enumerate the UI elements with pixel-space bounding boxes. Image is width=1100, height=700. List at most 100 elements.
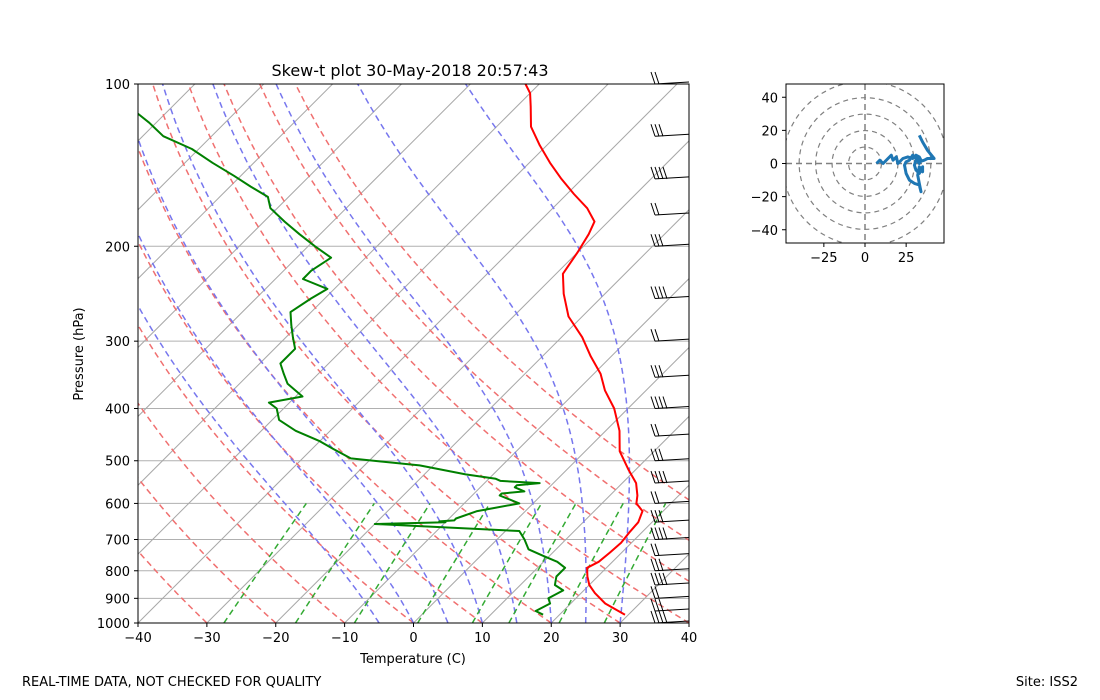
- wind-barb-flag: [654, 423, 660, 437]
- wind-barb-flag: [654, 71, 660, 85]
- x-tick-label: −30: [193, 631, 220, 646]
- x-tick-label: 30: [612, 631, 629, 646]
- wind-barb: [650, 202, 690, 216]
- isotherm-line: [344, 277, 689, 623]
- wind-barb-flag: [662, 610, 668, 624]
- wind-barb-staff: [654, 582, 690, 586]
- isotherm-line: [138, 84, 471, 418]
- wind-barb: [650, 71, 690, 85]
- wind-barb-flag: [650, 572, 656, 586]
- hodograph-y-tick-label: −40: [751, 224, 778, 239]
- dry-adiabat-line: [223, 84, 689, 583]
- wind-barb-flag: [654, 234, 660, 247]
- wind-barb-flag: [654, 598, 660, 612]
- wind-barb-staff: [654, 133, 690, 137]
- wind-barb: [650, 491, 690, 504]
- y-tick-label: 300: [105, 335, 130, 350]
- hodograph-plot-area: −25 0 25 40 20 0 −20 −40: [751, 83, 945, 266]
- wind-barb: [650, 527, 690, 541]
- wind-barb-flag: [650, 396, 656, 409]
- moist-adiabat-line: [464, 84, 631, 623]
- isotherm-line: [138, 84, 196, 142]
- y-tick-label: 900: [105, 592, 130, 607]
- y-tick-label: 600: [105, 497, 130, 512]
- range-ring: [798, 97, 932, 230]
- dry-adiabat-line: [151, 84, 621, 623]
- isotherm-line: [482, 415, 689, 623]
- wind-barb-staff: [654, 608, 690, 612]
- hodograph-x-tick-label: 25: [898, 251, 915, 266]
- wind-barb-staff: [654, 374, 690, 378]
- dry-adiabat-line: [138, 239, 483, 623]
- wind-barb-flag: [650, 470, 656, 484]
- wind-barb-staff: [654, 553, 690, 557]
- dry-adiabat-line: [138, 549, 208, 623]
- wind-barb-staff: [654, 176, 690, 180]
- wind-barb-flag: [658, 286, 664, 299]
- wind-barb-flag: [658, 124, 664, 137]
- site-label: Site: ISS2: [1016, 675, 1078, 690]
- hodograph-y-tick-label: 20: [761, 124, 778, 139]
- wind-barb: [650, 470, 690, 484]
- dry-adiabat-line: [294, 84, 689, 501]
- quality-disclaimer: REAL-TIME DATA, NOT CHECKED FOR QUALITY: [22, 675, 321, 690]
- wind-barb-staff: [654, 519, 690, 523]
- hodograph-x-tick-label: 0: [861, 251, 869, 266]
- hodograph-y-tick-label: −20: [751, 191, 778, 206]
- isotherm-line: [550, 484, 689, 623]
- dry-adiabat-line: [138, 401, 346, 623]
- x-tick-label: −20: [262, 631, 289, 646]
- wind-barb-flag: [650, 166, 656, 180]
- isotherm-line: [413, 346, 689, 623]
- wind-barb-flag: [662, 527, 668, 540]
- wind-barb-flag: [662, 166, 668, 180]
- skewt-series: [138, 84, 644, 616]
- x-axis-label: Temperature (C): [359, 652, 466, 667]
- wind-barb-flag: [654, 586, 660, 599]
- wind-barbs: [650, 71, 690, 624]
- wind-barb: [650, 572, 690, 586]
- wind-barb-staff: [654, 406, 690, 410]
- wind-barb-flag: [650, 610, 656, 624]
- wind-barb-flag: [658, 558, 664, 571]
- isotherm-line: [138, 84, 402, 349]
- isotherm-line: [138, 84, 678, 623]
- isotherm-line: [138, 84, 540, 486]
- wind-barb-flag: [662, 572, 668, 586]
- wind-barb-flag: [650, 124, 656, 137]
- y-axis-label: Pressure (hPa): [72, 307, 87, 400]
- mixing-ratio-line: [353, 502, 431, 623]
- wind-barb-flag: [658, 396, 664, 409]
- wind-barb-flag: [654, 510, 660, 523]
- y-tick-label: 500: [105, 455, 130, 470]
- isotherm-line: [138, 84, 265, 211]
- wind-barb-flag: [662, 396, 668, 409]
- wind-barb-flag: [654, 202, 660, 216]
- mixing-ratio-line: [294, 502, 375, 623]
- wind-barb-flag: [658, 166, 664, 180]
- hodograph-x-tick-label: −25: [810, 251, 837, 266]
- wind-barb-flag: [650, 543, 656, 556]
- isotherm-line: [275, 209, 689, 623]
- dry-adiabat-line: [259, 84, 689, 542]
- chart-title: Skew-t plot 30-May-2018 20:57:43: [271, 61, 548, 80]
- wind-barb-flag: [658, 527, 664, 540]
- wind-barb: [650, 396, 690, 410]
- wind-barb-flag: [650, 558, 656, 571]
- wind-barb-flag: [654, 610, 660, 624]
- skewt-frame: [137, 83, 690, 624]
- wind-barb-staff: [654, 212, 690, 216]
- y-tick-label: 1000: [97, 617, 130, 632]
- wind-barb-flag: [658, 234, 664, 247]
- wind-barb-staff: [654, 537, 690, 541]
- wind-barb-flag: [654, 470, 660, 484]
- x-tick-label: −10: [331, 631, 358, 646]
- isotherm-line: [688, 622, 689, 623]
- wind-barb-flag: [654, 558, 660, 571]
- wind-barb-staff: [654, 458, 690, 462]
- wind-barb-flag: [650, 329, 656, 342]
- wind-barb-staff: [654, 295, 690, 299]
- wind-barb-flag: [658, 470, 664, 484]
- skewt-ticks: −40 −30 −20 −10 0 10 20 30 40 1000 900 800 700 600 500…: [97, 78, 697, 646]
